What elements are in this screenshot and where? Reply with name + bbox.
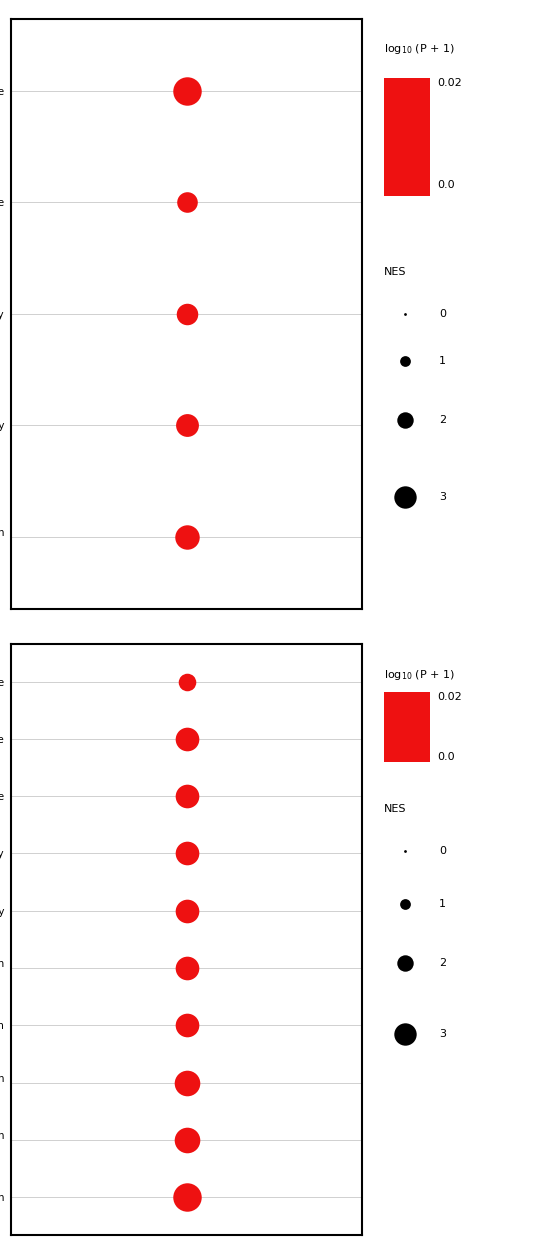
Point [182, 672, 191, 692]
Point [401, 840, 410, 860]
Point [182, 843, 191, 863]
Text: NES: NES [384, 267, 406, 277]
Text: 3: 3 [439, 491, 446, 501]
FancyBboxPatch shape [384, 692, 430, 762]
Text: 3: 3 [439, 1029, 446, 1039]
Point [401, 486, 410, 506]
Text: log$_{10}$ (P + 1): log$_{10}$ (P + 1) [384, 42, 454, 56]
Point [182, 304, 191, 324]
Point [182, 900, 191, 920]
Point [182, 1015, 191, 1035]
Text: 2: 2 [439, 415, 446, 425]
Point [401, 894, 410, 914]
Point [182, 192, 191, 212]
Point [182, 1130, 191, 1150]
Text: 0: 0 [439, 309, 446, 319]
Point [182, 1072, 191, 1092]
Point [401, 953, 410, 973]
Text: 1: 1 [439, 357, 446, 367]
Text: 1: 1 [439, 899, 446, 909]
Point [182, 958, 191, 978]
Text: 0.0: 0.0 [437, 180, 455, 190]
Text: log$_{10}$ (P + 1): log$_{10}$ (P + 1) [384, 668, 454, 682]
Text: 0.02: 0.02 [437, 692, 462, 702]
Text: 0.0: 0.0 [437, 752, 455, 762]
Point [182, 81, 191, 101]
Point [182, 786, 191, 806]
Point [182, 526, 191, 546]
Text: 0.02: 0.02 [437, 77, 462, 87]
Text: NES: NES [384, 803, 406, 814]
Text: 0: 0 [439, 845, 446, 855]
Point [401, 304, 410, 324]
Point [182, 1187, 191, 1207]
Point [401, 410, 410, 430]
Point [182, 415, 191, 435]
Point [182, 729, 191, 749]
Point [401, 1024, 410, 1044]
FancyBboxPatch shape [384, 77, 430, 196]
Point [401, 352, 410, 372]
Text: 2: 2 [439, 958, 446, 968]
